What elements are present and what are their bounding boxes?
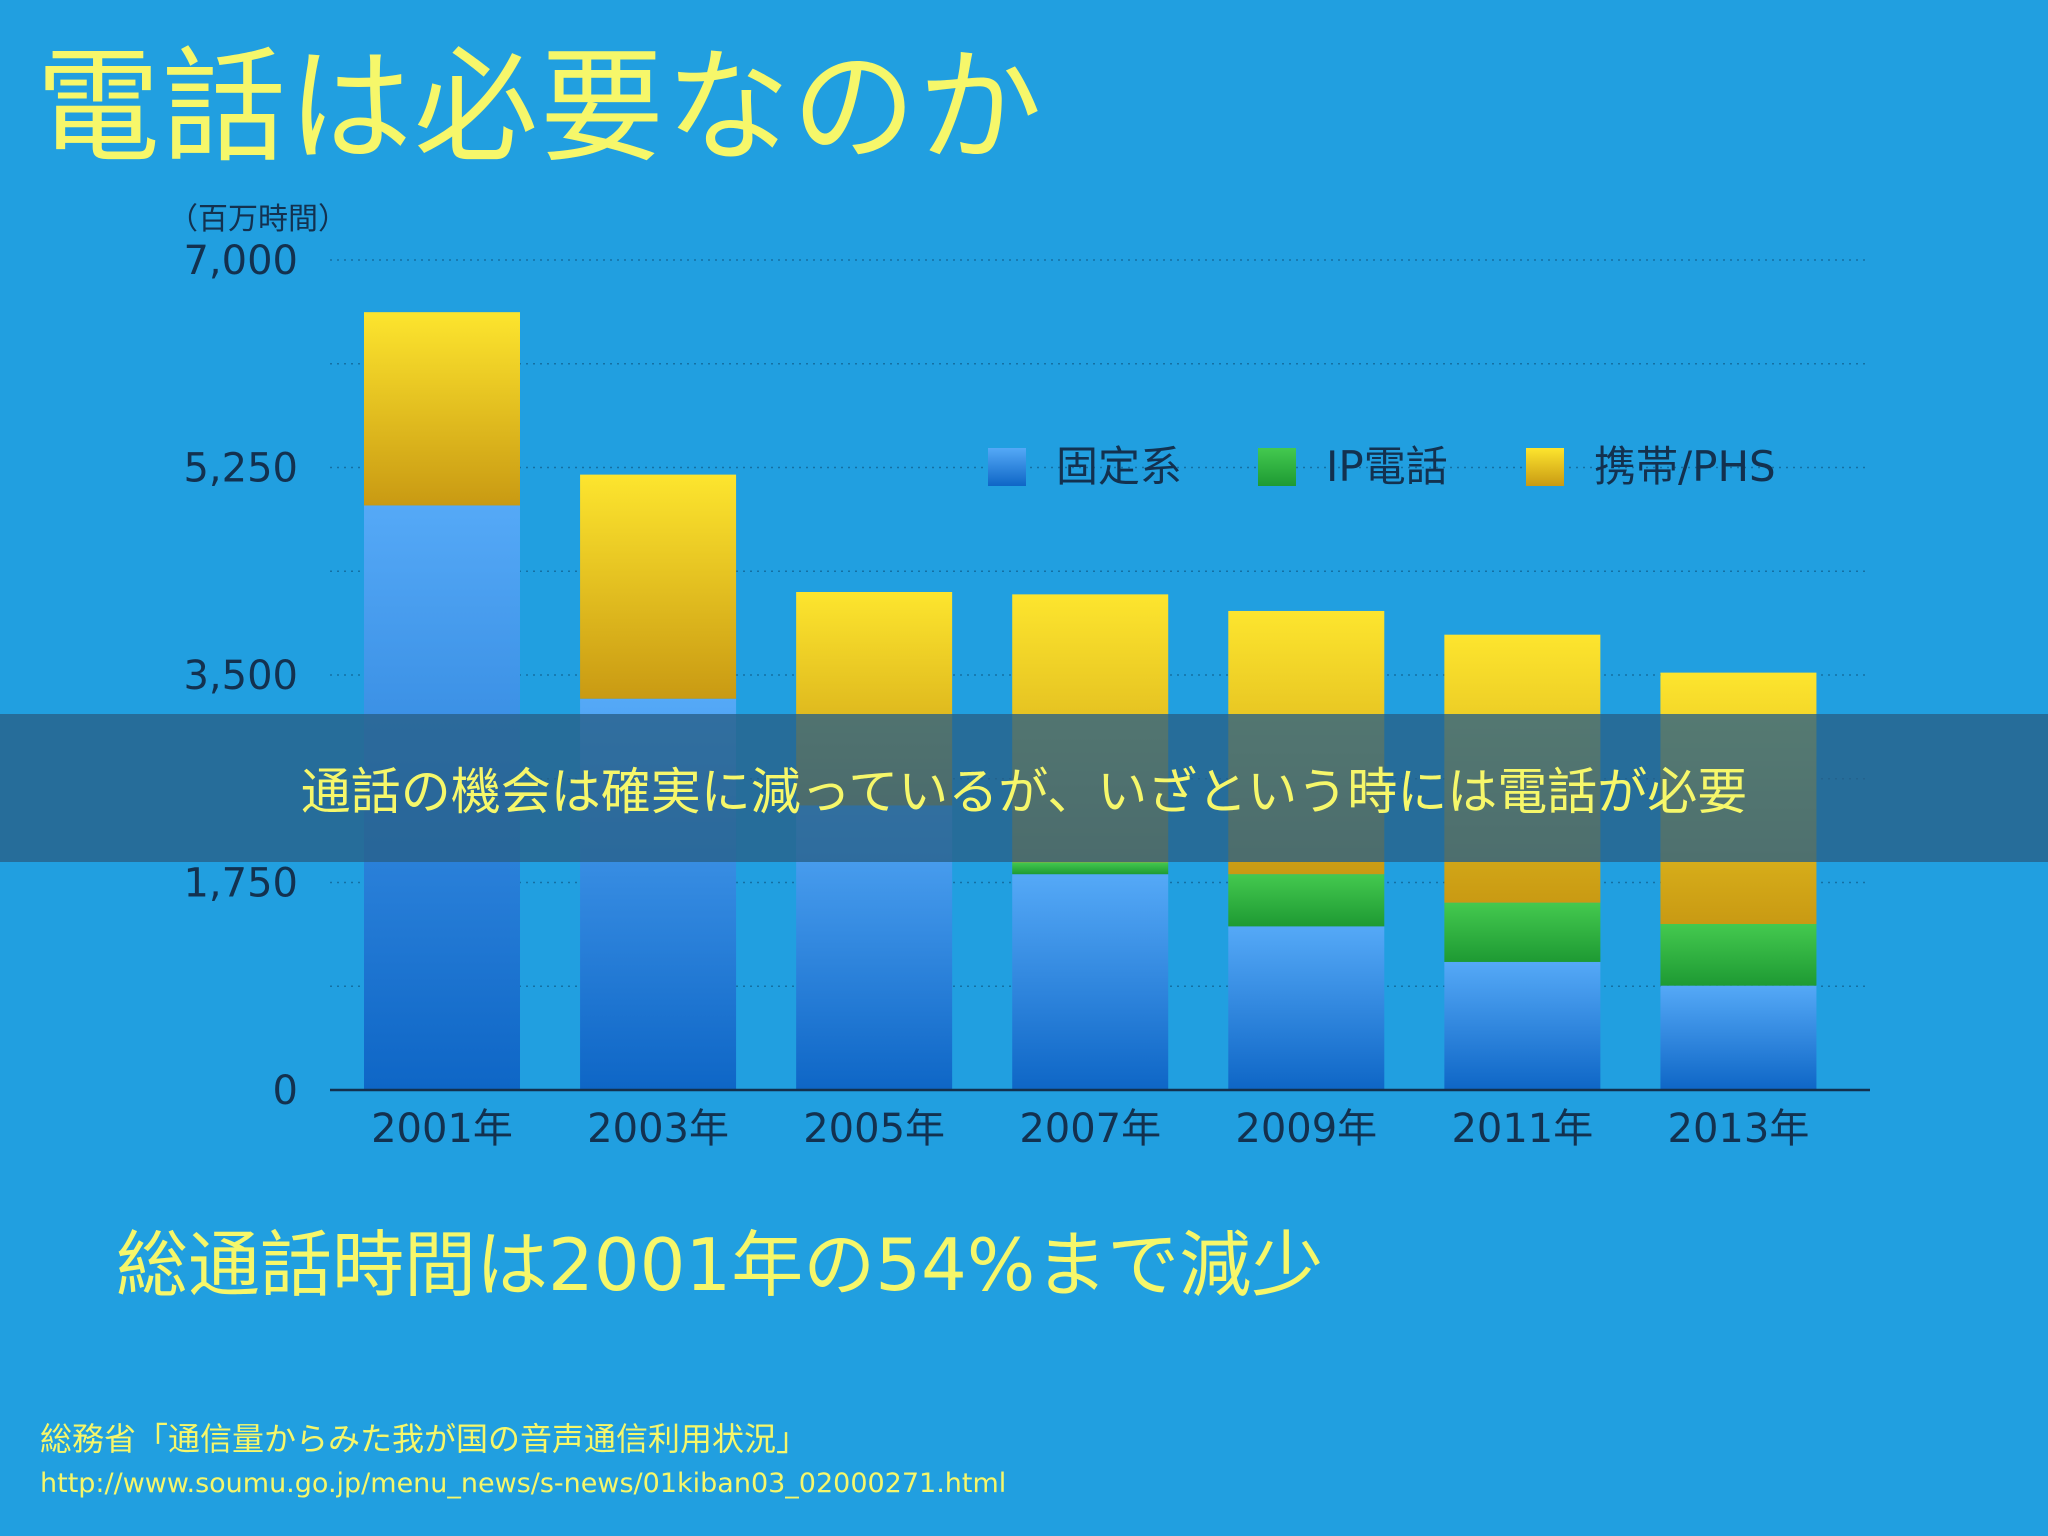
x-tick-label: 2005年 xyxy=(803,1106,945,1152)
bar-segment-fixed xyxy=(1444,961,1601,1090)
legend-swatch xyxy=(988,448,1026,486)
legend-swatch xyxy=(1526,448,1564,486)
x-tick-label: 2003年 xyxy=(587,1106,729,1152)
legend-label: IP電話 xyxy=(1326,442,1448,491)
bar-segment-ip xyxy=(1444,902,1601,962)
stacked-bar-chart: 0 1,750 3,500 5,250 7,000 2001年 2003年 2005年 2007… xyxy=(183,238,1870,1152)
y-tick-label: 5,250 xyxy=(183,446,298,492)
y-tick-label: 7,000 xyxy=(183,238,298,284)
x-tick-label: 2001年 xyxy=(371,1106,513,1152)
y-tick-label: 1,750 xyxy=(183,861,298,907)
bar-segment-ip xyxy=(1660,924,1817,986)
y-tick-label: 3,500 xyxy=(183,653,298,699)
bar-segment-fixed xyxy=(1660,985,1817,1090)
x-tick-label: 2011年 xyxy=(1451,1106,1593,1152)
bars xyxy=(364,312,1817,1090)
bar-segment-ip xyxy=(1228,874,1385,927)
summary-text: 総通話時間は2001年の54%まで減少 xyxy=(116,1223,1324,1307)
x-tick-label: 2009年 xyxy=(1235,1106,1377,1152)
bar-segment-fixed xyxy=(1228,926,1385,1090)
y-axis-unit-label: （百万時間） xyxy=(168,202,348,237)
x-tick-label: 2007年 xyxy=(1019,1106,1161,1152)
x-tick-label: 2013年 xyxy=(1668,1106,1810,1152)
bar-segment-fixed xyxy=(1012,874,1169,1090)
source-url[interactable]: http://www.soumu.go.jp/menu_news/s-news/… xyxy=(40,1468,1007,1499)
source-citation: 総務省「通信量からみた我が国の音声通信利用状況」 xyxy=(40,1420,809,1458)
slide-title: 電話は必要なのか xyxy=(36,36,1045,180)
legend: 固定系 IP電話 携帯/PHS xyxy=(988,442,1776,491)
banner-overlay: 通話の機会は確実に減っているが、いざという時には電話が必要 xyxy=(0,714,2048,862)
bar-segment-mobile xyxy=(364,312,520,506)
axes: 0 1,750 3,500 5,250 7,000 2001年 2003年 2005年 2007… xyxy=(183,238,1870,1152)
banner-text: 通話の機会は確実に減っているが、いざという時には電話が必要 xyxy=(300,763,1748,821)
y-tick-label: 0 xyxy=(273,1068,298,1114)
bar-segment-ip xyxy=(1012,862,1169,875)
legend-swatch xyxy=(1258,448,1296,486)
legend-label: 固定系 xyxy=(1056,442,1182,491)
legend-label: 携帯/PHS xyxy=(1594,442,1776,491)
bar-segment-mobile xyxy=(580,474,737,699)
